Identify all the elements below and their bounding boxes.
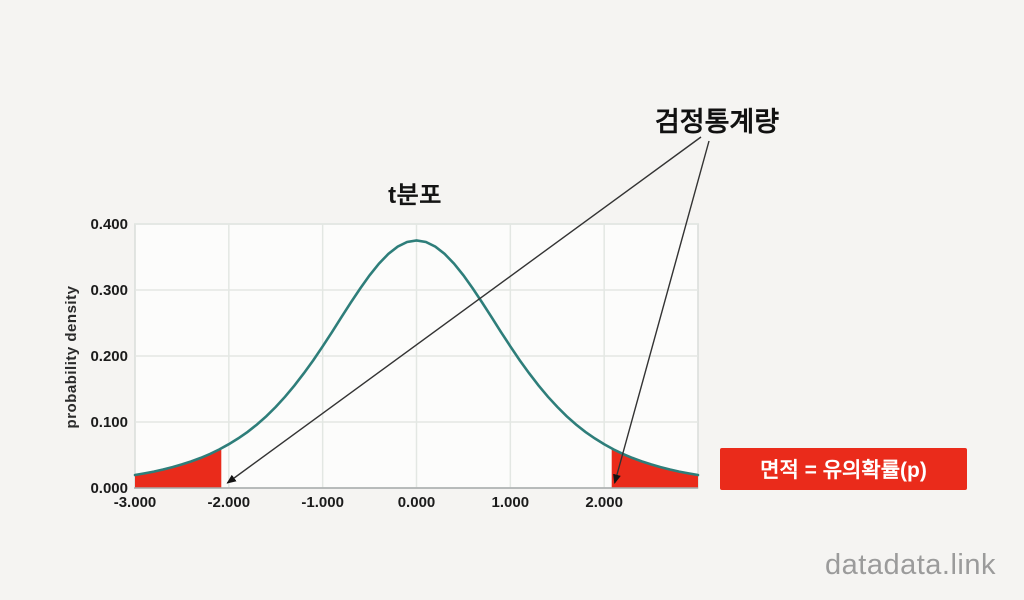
test-statistic-arrow xyxy=(613,140,710,484)
y-tick-label: 0.100 xyxy=(90,414,128,431)
test-statistic-arrow xyxy=(226,136,702,484)
y-axis-label: probability density xyxy=(63,285,80,429)
t-distribution-curve xyxy=(133,239,700,477)
y-tick-label: 0.300 xyxy=(90,282,128,299)
test-statistic-annotation: 검정통계량 xyxy=(654,107,780,137)
y-tick-label: 0.000 xyxy=(90,480,128,497)
x-tick-label: -2.000 xyxy=(208,494,251,511)
significance-box: 면적 = 유의확률(p) xyxy=(720,448,967,490)
x-tick-label: -1.000 xyxy=(301,494,344,511)
y-tick-label: 0.200 xyxy=(90,348,128,365)
x-tick-label: 0.000 xyxy=(398,494,436,511)
y-tick-label: 0.400 xyxy=(90,216,128,233)
chart-title: t분포 xyxy=(388,182,442,209)
x-tick-label: -3.000 xyxy=(114,494,157,511)
watermark: datadata.link xyxy=(825,549,996,581)
x-tick-label: 2.000 xyxy=(585,494,623,511)
x-tick-label: 1.000 xyxy=(492,494,530,511)
